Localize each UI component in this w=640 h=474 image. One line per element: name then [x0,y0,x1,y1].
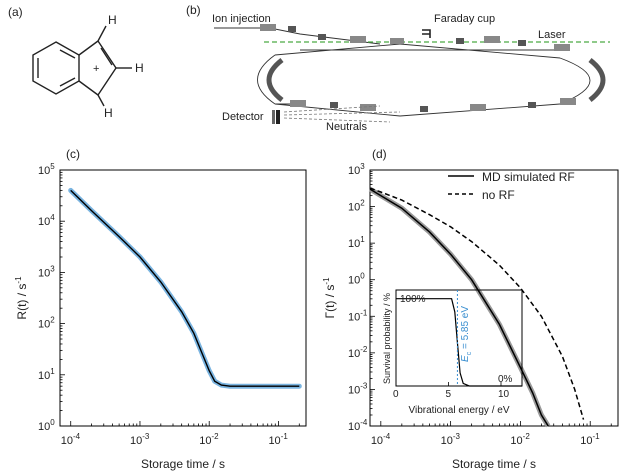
inset-ylabel: Survival probability / % [382,293,392,384]
y-tick-label: 10-4 [348,418,368,433]
inset-label-0: 0% [498,374,513,385]
inset-survival-curve [396,298,522,387]
panel-d-ylabel: Γ(t) / s-1 [322,277,337,319]
panel-c-x-ticks: 10-4 10-3 10-2 10-1 [61,421,300,447]
laser-label: Laser [538,29,566,41]
y-tick-label: 100 [38,418,55,433]
panel-d-xlabel: Storage time / s [452,457,536,471]
detector-icon [276,110,280,124]
x-tick-label: 10-3 [130,432,150,447]
y-tick-label: 104 [38,213,55,228]
inset-ec-annotation: Ec = 5.85 eV [460,306,473,362]
x-tick-label: 10-3 [441,432,461,447]
charge-plus: + [93,63,99,75]
measured-rate-band [68,187,302,389]
faraday-cup-label: Faraday cup [434,13,495,25]
y-tick-label: 102 [348,199,365,214]
panel-c-plot-area [68,187,302,389]
legend-md-simulated: MD simulated RF [482,170,575,184]
panel-d-y-ticks: 10-4 10-3 10-2 10-1 100 101 102 103 [348,162,375,433]
y-tick-label: 101 [38,367,55,382]
y-tick-label: 100 [348,272,365,287]
y-tick-label: 105 [38,162,55,177]
x-tick-label: 10-4 [371,432,391,447]
inset-x-ticks: 0 5 10 [393,382,510,400]
bending-magnet-left [266,58,284,102]
faraday-cup-icon [422,29,431,38]
panel-a: (a) H H H + [8,5,144,120]
atom-h-bottom: H [104,106,113,120]
x-tick-label: 10-1 [580,432,600,447]
bending-magnet-right [588,58,606,102]
inset-x-tick-label: 0 [393,389,399,400]
y-tick-label: 103 [38,264,55,279]
fit-line [70,189,300,387]
atom-h-top: H [108,13,117,27]
panel-d-plot-area [368,186,585,428]
panel-d-inset: 0 5 10 100% 0% Ec = 5.85 eV Survival proba… [382,289,523,416]
legend-no-rf: no RF [482,188,515,202]
atom-h-right: H [135,61,144,75]
panel-c-ylabel: R(t) / s-1 [14,276,29,320]
inset-x-tick-label: 5 [446,389,452,400]
neutrals-label: Neutrals [326,121,367,133]
panel-b-label: (b) [186,3,201,17]
inset-x-tick-label: 10 [498,389,510,400]
y-tick-label: 10-3 [348,381,368,396]
y-tick-label: 10-2 [348,345,368,360]
inset-xlabel: Vibrational energy / eV [409,405,510,416]
indenyl-cation-structure [32,25,132,107]
detector-label: Detector [222,111,264,123]
series-md-simulated [369,188,549,427]
ring-elements [260,24,576,112]
panel-c-y-ticks: 100 101 102 103 104 105 [38,162,65,433]
panel-a-label: (a) [8,5,23,19]
x-tick-label: 10-4 [61,432,81,447]
panel-c-label: (c) [66,147,80,161]
inset-plot-area [396,290,522,387]
y-tick-label: 103 [348,162,365,177]
panel-d-label: (d) [372,147,387,161]
panel-c-xlabel: Storage time / s [141,457,225,471]
panel-d-x-ticks: 10-4 10-3 10-2 10-1 [371,421,612,447]
panel-d-axes [369,169,619,427]
panel-c-axes [59,169,307,427]
y-tick-label: 101 [348,235,365,250]
panel-d-legend: MD simulated RF no RF [448,170,575,202]
x-tick-label: 10-2 [199,432,219,447]
inset-label-100: 100% [400,294,426,305]
panel-b: (b) [186,3,610,133]
inset-axes [395,289,523,387]
y-tick-label: 10-1 [348,308,368,323]
x-tick-label: 10-1 [268,432,288,447]
x-tick-label: 10-2 [510,432,530,447]
ion-injection-label: Ion injection [212,13,271,25]
y-tick-label: 102 [38,316,55,331]
neutrals-lines [283,105,401,123]
